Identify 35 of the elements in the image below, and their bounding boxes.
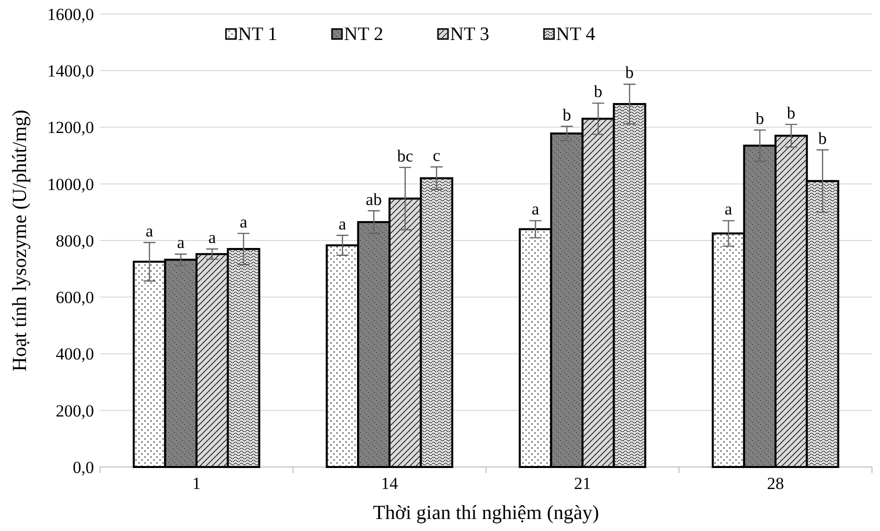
legend-label: NT 1 (238, 24, 278, 45)
data-label: a (724, 200, 733, 219)
y-tick-label: 0,0 (72, 458, 94, 477)
data-label: b (756, 109, 764, 128)
x-tick-label: 1 (192, 474, 201, 493)
y-tick-label: 600,0 (56, 288, 94, 308)
data-label: c (432, 146, 441, 165)
data-label: a (338, 214, 347, 234)
y-tick-label: 400,0 (56, 344, 94, 364)
legend-label: NT 2 (344, 24, 384, 45)
legend-label: NT 4 (556, 24, 596, 45)
data-label: b (786, 103, 796, 122)
y-tick-label: 800,0 (56, 231, 94, 250)
data-label: b (818, 128, 827, 148)
y-axis-title: Hoạt tính lysozyme (U/phút/mg) (9, 110, 31, 372)
x-tick-label: 14 (381, 474, 398, 493)
x-axis-title: Thời gian thí nghiệm (ngày) (372, 502, 600, 524)
data-label: a (146, 221, 154, 240)
data-label: a (208, 228, 216, 247)
y-tick-label: 1400,0 (47, 62, 94, 81)
y-tick-label: 200,0 (56, 401, 94, 420)
data-label: a (177, 233, 186, 252)
legend-label: NT 3 (450, 24, 490, 45)
x-tick-label: 28 (767, 474, 784, 493)
data-label: b (562, 105, 572, 124)
x-tick-label: 21 (574, 474, 591, 493)
data-label: b (594, 82, 602, 102)
y-tick-label: 1200,0 (47, 118, 94, 138)
data-label: a (240, 212, 248, 232)
y-tick-label: 1000,0 (47, 174, 94, 194)
data-label: ab (366, 190, 382, 209)
data-label: b (625, 63, 634, 82)
y-tick-label: 1600,0 (47, 4, 94, 24)
data-label: a (532, 200, 540, 219)
data-label: bc (397, 146, 414, 166)
